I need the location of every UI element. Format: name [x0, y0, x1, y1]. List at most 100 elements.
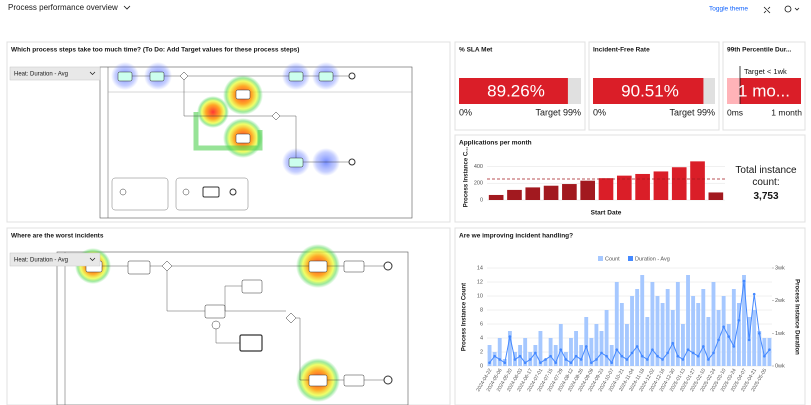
bar	[696, 303, 701, 366]
kpi-target: Target < 1wk	[744, 67, 787, 76]
y-tick-label: 200	[474, 181, 483, 187]
line-point	[737, 318, 741, 322]
bar	[599, 331, 604, 366]
line-point	[493, 354, 496, 358]
kpi-min: 0%	[593, 107, 606, 117]
bar	[686, 275, 690, 366]
line-point	[696, 354, 700, 358]
line-point	[661, 358, 664, 361]
bar	[665, 289, 670, 366]
y-tick-label: 14	[477, 265, 483, 271]
toggle-theme[interactable]: Toggle theme	[709, 6, 748, 13]
bar	[681, 324, 685, 366]
bar	[507, 189, 522, 200]
bar	[625, 324, 629, 366]
kpi-target: Target 99%	[669, 107, 715, 117]
kpi-value: 90.51%	[621, 81, 679, 100]
title-chevron[interactable]	[123, 5, 131, 10]
bar	[757, 331, 762, 366]
bar	[562, 184, 577, 200]
y2-tick-label: 2wk	[775, 298, 785, 304]
line-point	[763, 354, 766, 358]
refresh-chevron[interactable]	[794, 7, 800, 11]
refresh-icon[interactable]	[784, 5, 792, 13]
bar	[655, 296, 660, 366]
line-point	[513, 358, 517, 361]
bar	[660, 303, 665, 366]
line-point	[712, 351, 715, 355]
line-point	[768, 348, 771, 351]
panel-title: Where are the worst incidents	[11, 233, 104, 240]
heat-dropdown[interactable]	[9, 66, 101, 81]
kpi-bar	[593, 78, 704, 104]
bar	[487, 345, 492, 366]
line-point	[757, 332, 761, 335]
y-tick-label: 2	[480, 349, 483, 355]
bar	[497, 338, 502, 366]
line-point	[671, 341, 675, 345]
y-axis-label: Process Instance Count	[462, 283, 468, 351]
kpi-title: % SLA Met	[459, 47, 493, 54]
y-axis-label: Process Instance C...	[464, 146, 470, 207]
kpi-value: 1 mo...	[738, 81, 790, 100]
line-point	[722, 325, 725, 329]
line-point	[732, 345, 736, 348]
line-point	[666, 351, 669, 355]
line-point	[544, 358, 547, 361]
kpi-bar	[740, 78, 801, 104]
bpmn-diagram	[99, 62, 413, 219]
line-point	[549, 354, 552, 358]
legend-swatch	[598, 256, 603, 261]
line-point	[534, 351, 537, 355]
chart-title: Are we improving incident handling?	[459, 233, 573, 240]
bar	[579, 345, 584, 366]
chart-title: Applications per month	[459, 140, 532, 147]
y2-axis-label: Process Instance Duration	[793, 279, 799, 355]
line-point	[752, 292, 756, 296]
bar	[569, 338, 573, 366]
bar	[584, 317, 589, 366]
bar	[711, 282, 716, 366]
line-point	[701, 345, 705, 348]
y-tick-label: 400	[474, 164, 483, 170]
bar	[752, 310, 757, 366]
line-point	[579, 358, 583, 361]
line-point	[691, 351, 695, 355]
kpi-target: Target 99%	[535, 107, 581, 117]
line-point	[590, 361, 593, 365]
bar	[645, 317, 650, 366]
bar	[721, 296, 726, 366]
kpi-bar	[459, 78, 568, 104]
heat-dropdown[interactable]	[9, 252, 101, 267]
bar	[580, 180, 596, 200]
line-point	[498, 358, 502, 361]
line-point	[717, 338, 720, 342]
line-point	[584, 345, 588, 348]
bar	[558, 324, 563, 366]
bar	[726, 324, 731, 366]
bar	[594, 324, 599, 366]
y2-tick-label: 1wk	[775, 331, 785, 337]
bar	[706, 317, 711, 366]
bar	[543, 185, 559, 200]
line-point	[742, 279, 746, 283]
dropdown-label: Heat: Duration - Avg	[14, 258, 68, 264]
legend-swatch	[628, 256, 633, 261]
bar	[675, 282, 680, 366]
kpi-target-zone	[727, 78, 740, 104]
line-series	[489, 281, 770, 364]
line-point	[651, 348, 654, 351]
dropdown-label: Heat: Duration - Avg	[14, 72, 68, 78]
bar	[708, 192, 724, 200]
bar	[640, 275, 645, 366]
bar	[731, 289, 736, 366]
line-point	[630, 351, 634, 355]
line-point	[610, 361, 613, 365]
line-point	[656, 354, 659, 358]
bar	[574, 331, 578, 366]
bar	[747, 317, 752, 366]
bar	[691, 296, 696, 366]
bar	[488, 194, 504, 200]
bpmn-diagram	[56, 244, 409, 405]
collapse-icon[interactable]	[763, 6, 771, 14]
